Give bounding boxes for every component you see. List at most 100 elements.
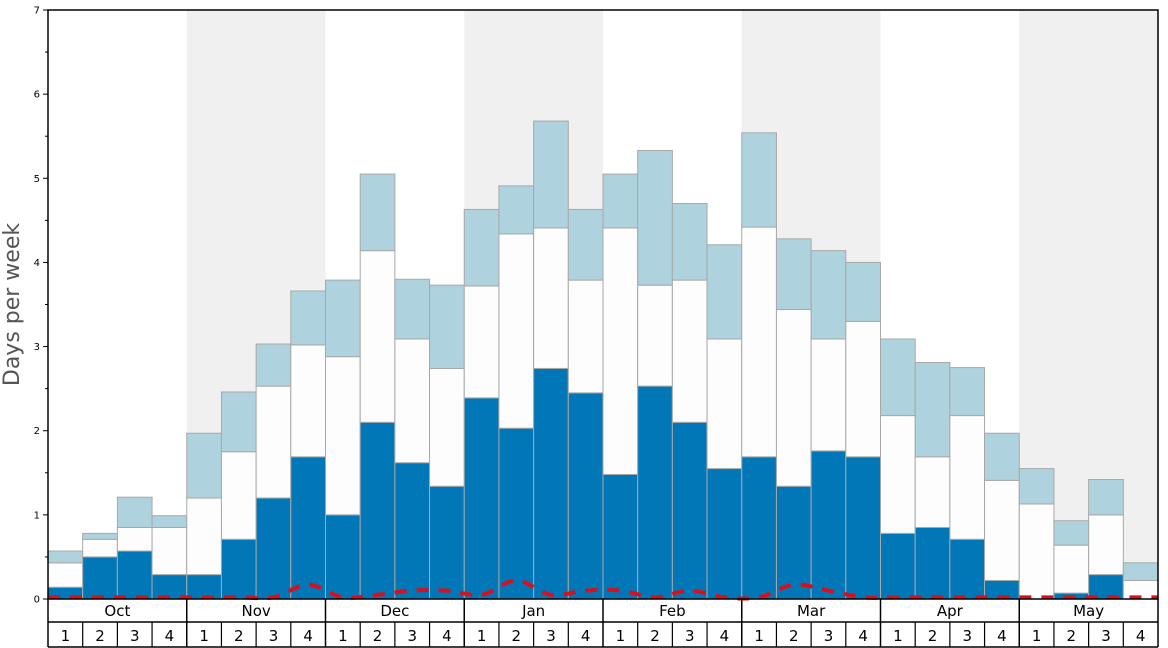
bar-segment-light [151,515,188,528]
week-label: 2 [1067,627,1077,645]
y-tick-label: 5 [34,174,40,185]
week-label: 4 [997,627,1007,645]
bar-segment-white [775,309,812,487]
week-label: 2 [373,627,383,645]
bar-segment-white [290,344,326,458]
x-axis: Oct Nov Dec Jan Feb Mar Apr May 1 2 3 4 1 2 3 4 1 2 3 4 1 2 3 4… [47,599,1159,648]
bar-segment-white [1018,503,1055,600]
bar-segment-dark [533,367,569,600]
bar-segment-dark [914,526,951,600]
bar-segment-dark [359,421,396,600]
bar-segment-dark [637,385,673,600]
bar-segment-light [949,367,986,417]
bar-segment-light [325,279,361,358]
bar-segment-light [1018,468,1055,505]
bar-segment-white [429,367,465,487]
bar-segment-white [637,284,673,387]
bar-segment-light [290,290,326,346]
week-label: 1 [616,627,626,645]
bar-segment-light [637,150,673,286]
bar-segment-dark [255,497,292,600]
week-label: 4 [442,627,452,645]
bar-segment-dark [394,462,431,600]
bar-segment-white [463,285,500,399]
week-label: 3 [546,627,556,645]
bar-segment-light [706,244,743,340]
bar-segment-light [47,550,84,564]
bar-segment-light [775,238,812,311]
week-label: 3 [1101,627,1111,645]
week-label: 4 [581,627,591,645]
month-label: Nov [241,602,270,620]
bar-segment-light [463,208,500,287]
week-label: 4 [303,627,313,645]
bar-segment-white [255,385,292,499]
y-tick-label: 7 [34,6,40,17]
bar-segment-dark [567,392,604,600]
bar-segment-white [359,250,396,423]
bar-segment-white [151,526,188,576]
bar-segment-light [82,532,118,540]
bar-segment-light [741,132,777,228]
week-label: 2 [512,627,522,645]
bar-segment-dark [706,468,743,600]
bar-segment-white [706,338,743,470]
bar-segment-light [1053,520,1090,546]
bar-segment-dark [463,397,500,600]
bar-segment-white [1053,544,1090,594]
bar-segment-white [116,526,153,552]
bar-segment-light [1122,562,1159,581]
bar-segment-light [220,391,257,453]
bar-segment-light [255,343,292,387]
bar-segment-white [984,479,1020,581]
month-label: Mar [797,602,826,620]
bar-segment-white [498,233,535,429]
week-label: 4 [858,627,868,645]
bar-segment-dark [220,538,257,600]
bar-segment-light [498,185,535,235]
bar-segment-dark [429,485,465,600]
week-label: 2 [95,627,105,645]
week-label: 1 [338,627,348,645]
month-label: Oct [104,602,130,620]
bar-segment-white [533,227,569,369]
bar-segment-white [602,227,639,475]
bar-segment-dark [810,450,847,600]
week-label: 1 [1032,627,1042,645]
y-axis-label: Days per week [0,223,25,386]
week-label: 4 [720,627,730,645]
bar-segment-light [186,432,222,499]
week-label: 1 [893,627,903,645]
week-label: 2 [650,627,660,645]
bar-segment-dark [741,456,777,600]
bar-segment-light [429,284,465,369]
bar-segment-dark [602,473,639,600]
bar-segment-dark [116,550,153,600]
y-axis: 0 1 2 3 4 5 6 7 [34,6,48,606]
week-label: 3 [962,627,972,645]
bar-segment-white [845,320,881,458]
bar-segment-dark [498,427,535,600]
week-label: 3 [824,627,834,645]
bar-segment-light [359,173,396,252]
bar-segment-light [567,208,604,281]
week-label: 1 [754,627,764,645]
week-label: 1 [477,627,487,645]
bar-segment-light [845,261,881,322]
bar-segment-white [567,279,604,394]
bar-segment-white [325,356,361,516]
bar-segment-dark [775,485,812,600]
bar-segment-white [741,226,777,458]
bar-segment-white [914,456,951,528]
week-label: 1 [199,627,209,645]
bar-segment-dark [845,456,881,600]
month-label: Feb [659,602,686,620]
week-label: 3 [407,627,417,645]
week-label: 3 [685,627,695,645]
bar-segment-white [810,338,847,452]
month-label: Apr [937,602,964,620]
y-tick-label: 1 [34,510,40,521]
dashed-line-series [47,578,1158,601]
bar-segment-light [984,432,1020,481]
